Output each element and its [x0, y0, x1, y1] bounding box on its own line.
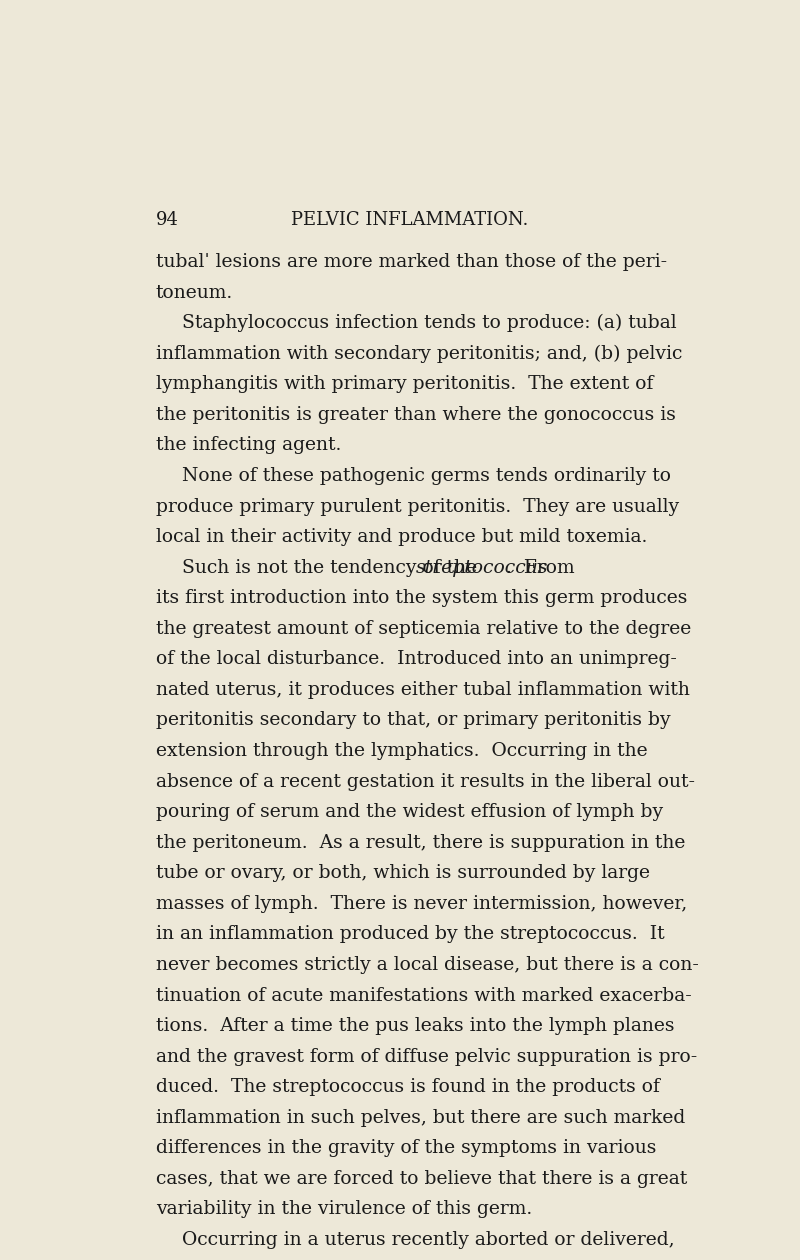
Text: the greatest amount of septicemia relative to the degree: the greatest amount of septicemia relati…	[156, 620, 691, 638]
Text: differences in the gravity of the symptoms in various: differences in the gravity of the sympto…	[156, 1139, 656, 1158]
Text: its first introduction into the system this germ produces: its first introduction into the system t…	[156, 590, 687, 607]
Text: extension through the lymphatics.  Occurring in the: extension through the lymphatics. Occurr…	[156, 742, 647, 760]
Text: tube or ovary, or both, which is surrounded by large: tube or ovary, or both, which is surroun…	[156, 864, 650, 882]
Text: .  From: . From	[506, 558, 575, 577]
Text: variability in the virulence of this germ.: variability in the virulence of this ger…	[156, 1201, 532, 1218]
Text: tubalˈ lesions are more marked than those of the peri-: tubalˈ lesions are more marked than thos…	[156, 253, 667, 271]
Text: never becomes strictly a local disease, but there is a con-: never becomes strictly a local disease, …	[156, 956, 698, 974]
Text: Occurring in a uterus recently aborted or delivered,: Occurring in a uterus recently aborted o…	[182, 1231, 674, 1249]
Text: 94: 94	[156, 212, 178, 229]
Text: the peritonitis is greater than where the gonococcus is: the peritonitis is greater than where th…	[156, 406, 676, 423]
Text: peritonitis secondary to that, or primary peritonitis by: peritonitis secondary to that, or primar…	[156, 712, 670, 730]
Text: PELVIC INFLAMMATION.: PELVIC INFLAMMATION.	[291, 212, 529, 229]
Text: and the gravest form of diffuse pelvic suppuration is pro-: and the gravest form of diffuse pelvic s…	[156, 1047, 697, 1066]
Text: inflammation with secondary peritonitis; and, (b) pelvic: inflammation with secondary peritonitis;…	[156, 345, 682, 363]
Text: toneum.: toneum.	[156, 284, 233, 301]
Text: inflammation in such pelves, but there are such marked: inflammation in such pelves, but there a…	[156, 1109, 685, 1126]
Text: cases, that we are forced to believe that there is a great: cases, that we are forced to believe tha…	[156, 1169, 687, 1188]
Text: absence of a recent gestation it results in the liberal out-: absence of a recent gestation it results…	[156, 772, 694, 790]
Text: streptococcus: streptococcus	[416, 558, 549, 577]
Text: local in their activity and produce but mild toxemia.: local in their activity and produce but …	[156, 528, 647, 546]
Text: in an inflammation produced by the streptococcus.  It: in an inflammation produced by the strep…	[156, 925, 665, 944]
Text: masses of lymph.  There is never intermission, however,: masses of lymph. There is never intermis…	[156, 895, 687, 912]
Text: pouring of serum and the widest effusion of lymph by: pouring of serum and the widest effusion…	[156, 803, 663, 822]
Text: of the local disturbance.  Introduced into an unimpreg-: of the local disturbance. Introduced int…	[156, 650, 677, 668]
Text: duced.  The streptococcus is found in the products of: duced. The streptococcus is found in the…	[156, 1079, 660, 1096]
Text: the infecting agent.: the infecting agent.	[156, 436, 341, 455]
Text: the peritoneum.  As a result, there is suppuration in the: the peritoneum. As a result, there is su…	[156, 834, 685, 852]
Text: Staphylococcus infection tends to produce: (a) tubal: Staphylococcus infection tends to produc…	[182, 314, 677, 333]
Text: Such is not the tendency of the: Such is not the tendency of the	[182, 558, 483, 577]
Text: produce primary purulent peritonitis.  They are usually: produce primary purulent peritonitis. Th…	[156, 498, 679, 515]
Text: None of these pathogenic germs tends ordinarily to: None of these pathogenic germs tends ord…	[182, 467, 671, 485]
Text: tinuation of acute manifestations with marked exacerba-: tinuation of acute manifestations with m…	[156, 987, 691, 1004]
Text: nated uterus, it produces either tubal inflammation with: nated uterus, it produces either tubal i…	[156, 680, 690, 699]
Text: lymphangitis with primary peritonitis.  The extent of: lymphangitis with primary peritonitis. T…	[156, 375, 653, 393]
Text: tions.  After a time the pus leaks into the lymph planes: tions. After a time the pus leaks into t…	[156, 1017, 674, 1036]
